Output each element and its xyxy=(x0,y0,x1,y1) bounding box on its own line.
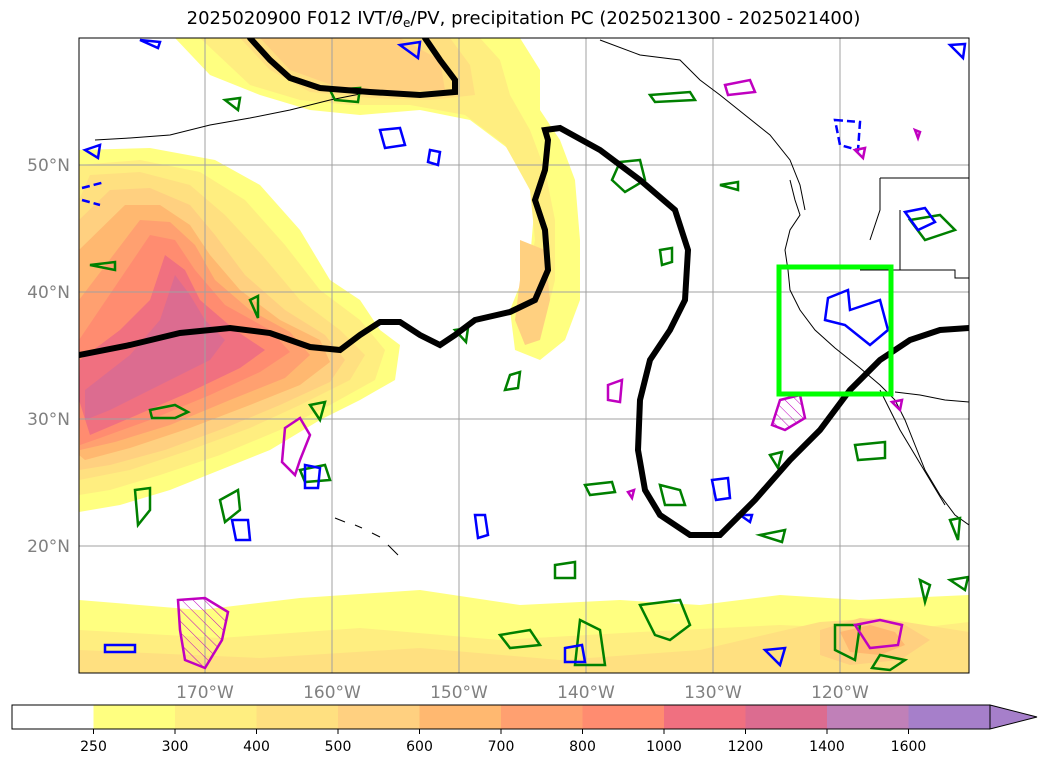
colorbar-segment xyxy=(745,705,828,729)
colorbar-extension-arrow xyxy=(989,704,1038,730)
colorbar-tick-label: 1000 xyxy=(646,739,682,755)
colorbar-segment xyxy=(256,705,339,729)
colorbar-segment xyxy=(12,705,94,729)
title-suffix: /PV, precipitation PC (2025021300 - 2025… xyxy=(410,8,861,29)
lon-label-130w: 130°W xyxy=(684,683,742,703)
ivt-core xyxy=(85,275,225,420)
map-panel xyxy=(79,38,969,673)
ivt-north-4 xyxy=(260,38,445,92)
coastlines xyxy=(94,39,969,556)
colorbar-segment xyxy=(501,705,583,729)
blue-contours xyxy=(81,38,967,668)
colorbar: 250 300 400 500 600 700 800 1000 1200 1400 1600 xyxy=(11,704,1038,755)
pv-contour-north xyxy=(247,38,458,99)
lon-label-120w: 120°W xyxy=(811,683,869,703)
colorbar-segment xyxy=(908,705,991,729)
colorbar-tick-label: 1200 xyxy=(728,739,764,755)
colorbar-segment xyxy=(827,705,909,729)
title-theta: θ xyxy=(391,8,403,29)
colorbar-segment xyxy=(582,705,665,729)
bc-coast xyxy=(784,179,969,526)
hatched-region-1 xyxy=(176,596,230,670)
us-state-line-2 xyxy=(860,269,969,279)
alaska-coast xyxy=(599,39,806,211)
magenta-contours xyxy=(176,78,922,670)
lon-label-170w: 170°W xyxy=(176,683,234,703)
us-state-line-1 xyxy=(869,178,881,241)
map-frame xyxy=(78,37,970,674)
title-prefix: 2025020900 F012 IVT/ xyxy=(186,8,392,29)
colorbar-tick-label: 800 xyxy=(569,739,596,755)
colorbar-segment xyxy=(419,705,502,729)
longitude-labels: 170°W 160°W 150°W 140°W 130°W 120°W xyxy=(176,683,869,703)
hawaii-islands xyxy=(334,517,399,556)
us-mexico-border xyxy=(894,391,969,403)
lat-label-40n: 40°N xyxy=(27,283,70,303)
colorbar-segment xyxy=(664,705,746,729)
lat-label-30n: 30°N xyxy=(27,410,70,430)
ivt-south-3 xyxy=(79,618,969,673)
colorbar-tick-label: 400 xyxy=(243,739,270,755)
aleutian-islands xyxy=(94,91,371,141)
baja-coast xyxy=(879,389,946,506)
colorbar-tick-label: 700 xyxy=(488,739,515,755)
lon-label-140w: 140°W xyxy=(557,683,615,703)
lon-label-160w: 160°W xyxy=(303,683,361,703)
lat-label-20n: 20°N xyxy=(27,537,70,557)
pv-contours xyxy=(79,38,969,538)
title-theta-subscript: e xyxy=(403,16,411,30)
colorbar-tick-label: 500 xyxy=(325,739,352,755)
colorbar-segment xyxy=(93,705,176,729)
ivt-north-2 xyxy=(200,38,555,340)
map-title: 2025020900 F012 IVT/θe/PV, precipitation… xyxy=(0,8,1047,30)
colorbar-tick-label: 300 xyxy=(162,739,189,755)
colorbar-segment xyxy=(338,705,420,729)
colorbar-tick-label: 250 xyxy=(80,739,107,755)
latitude-labels: 50°N 40°N 30°N 20°N xyxy=(27,156,70,557)
ivt-shading xyxy=(79,38,969,673)
lat-label-50n: 50°N xyxy=(27,156,70,176)
colorbar-tick-label: 600 xyxy=(406,739,433,755)
target-region-box xyxy=(776,264,894,397)
pv-contour-main xyxy=(79,124,969,538)
lon-label-150w: 150°W xyxy=(430,683,488,703)
colorbar-segment xyxy=(175,705,257,729)
colorbar-tick-label: 1600 xyxy=(891,739,927,755)
colorbar-tick-label: 1400 xyxy=(809,739,845,755)
